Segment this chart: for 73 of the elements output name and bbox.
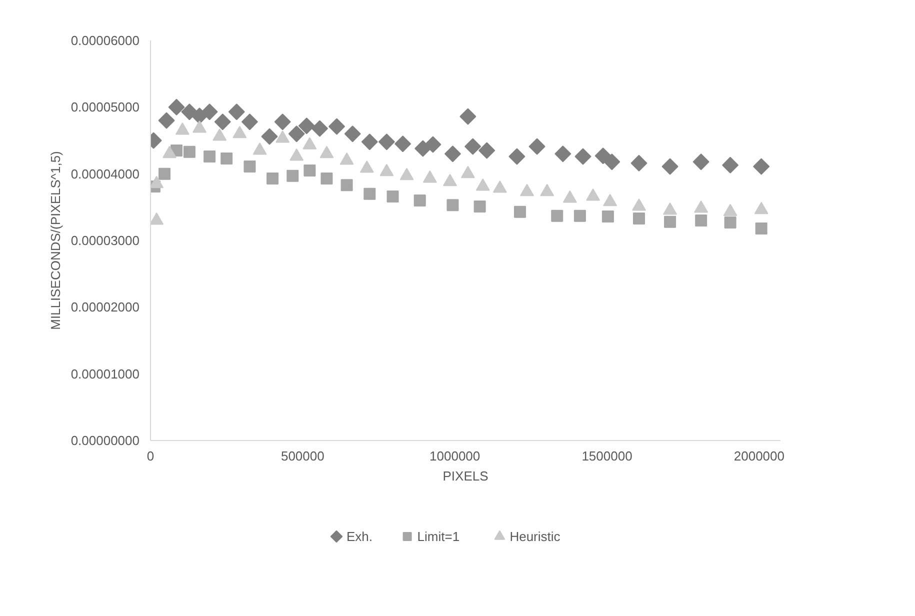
point (344, 126, 361, 142)
point (286, 170, 299, 182)
point (632, 212, 645, 224)
point (446, 199, 459, 212)
point (474, 200, 486, 212)
point (753, 158, 770, 175)
y-tick-label: 0.00003000 (70, 233, 140, 248)
point (386, 190, 399, 202)
point (478, 142, 496, 159)
point (298, 118, 315, 134)
point (464, 138, 482, 155)
point (664, 216, 676, 228)
point (394, 136, 412, 152)
point (320, 172, 333, 184)
point (722, 156, 739, 174)
x-tick-label: 500000 (280, 448, 324, 464)
point (328, 118, 346, 135)
point (241, 114, 258, 130)
point (266, 172, 279, 184)
point (528, 138, 546, 155)
x-tick-label: 0 (146, 448, 154, 464)
y-axis-title: MILLISECONDS/(PIXELS^1,5) (48, 151, 63, 330)
point (201, 104, 218, 120)
point (288, 126, 305, 142)
point (630, 154, 648, 172)
y-tick-label: 0.00006000 (70, 33, 140, 48)
point (378, 134, 395, 150)
point (724, 216, 736, 228)
point (602, 210, 614, 222)
point (244, 160, 256, 172)
point (364, 188, 376, 200)
point (662, 158, 678, 175)
point (304, 164, 316, 176)
point (261, 128, 278, 145)
point (508, 148, 526, 165)
point (551, 210, 564, 222)
y-tick-label: 0.00002000 (70, 300, 140, 315)
point (604, 154, 620, 170)
x-tick-label: 1000000 (430, 448, 480, 464)
point (574, 148, 592, 165)
x-tick-label: 2000000 (734, 448, 785, 464)
point (274, 114, 291, 130)
y-tick-label: 0.00005000 (70, 100, 140, 115)
point (183, 146, 196, 158)
point (340, 179, 353, 192)
point (204, 150, 216, 162)
point (460, 108, 476, 125)
point (168, 98, 185, 116)
point (514, 206, 526, 218)
point (692, 154, 710, 170)
y-tick-label: 0.00001000 (70, 366, 140, 382)
point (311, 120, 328, 137)
point (214, 114, 231, 130)
point (228, 104, 245, 120)
point (220, 152, 233, 164)
point (554, 146, 572, 162)
legend-label: Exh. (346, 529, 373, 544)
point (574, 210, 586, 222)
point (361, 134, 378, 150)
legend-label: Limit=1 (417, 529, 460, 544)
point (444, 146, 461, 162)
point (695, 214, 708, 226)
legend-label: Heuristic (510, 529, 561, 544)
point (158, 112, 175, 129)
point (755, 222, 768, 234)
point (158, 168, 170, 180)
point (414, 194, 426, 206)
point (594, 148, 612, 164)
point (424, 136, 442, 153)
x-axis-title: PIXELS (442, 468, 489, 484)
x-tick-label: 1500000 (582, 448, 632, 464)
y-tick-label: 0.00000000 (70, 433, 140, 448)
y-tick-label: 0.00004000 (70, 166, 140, 182)
